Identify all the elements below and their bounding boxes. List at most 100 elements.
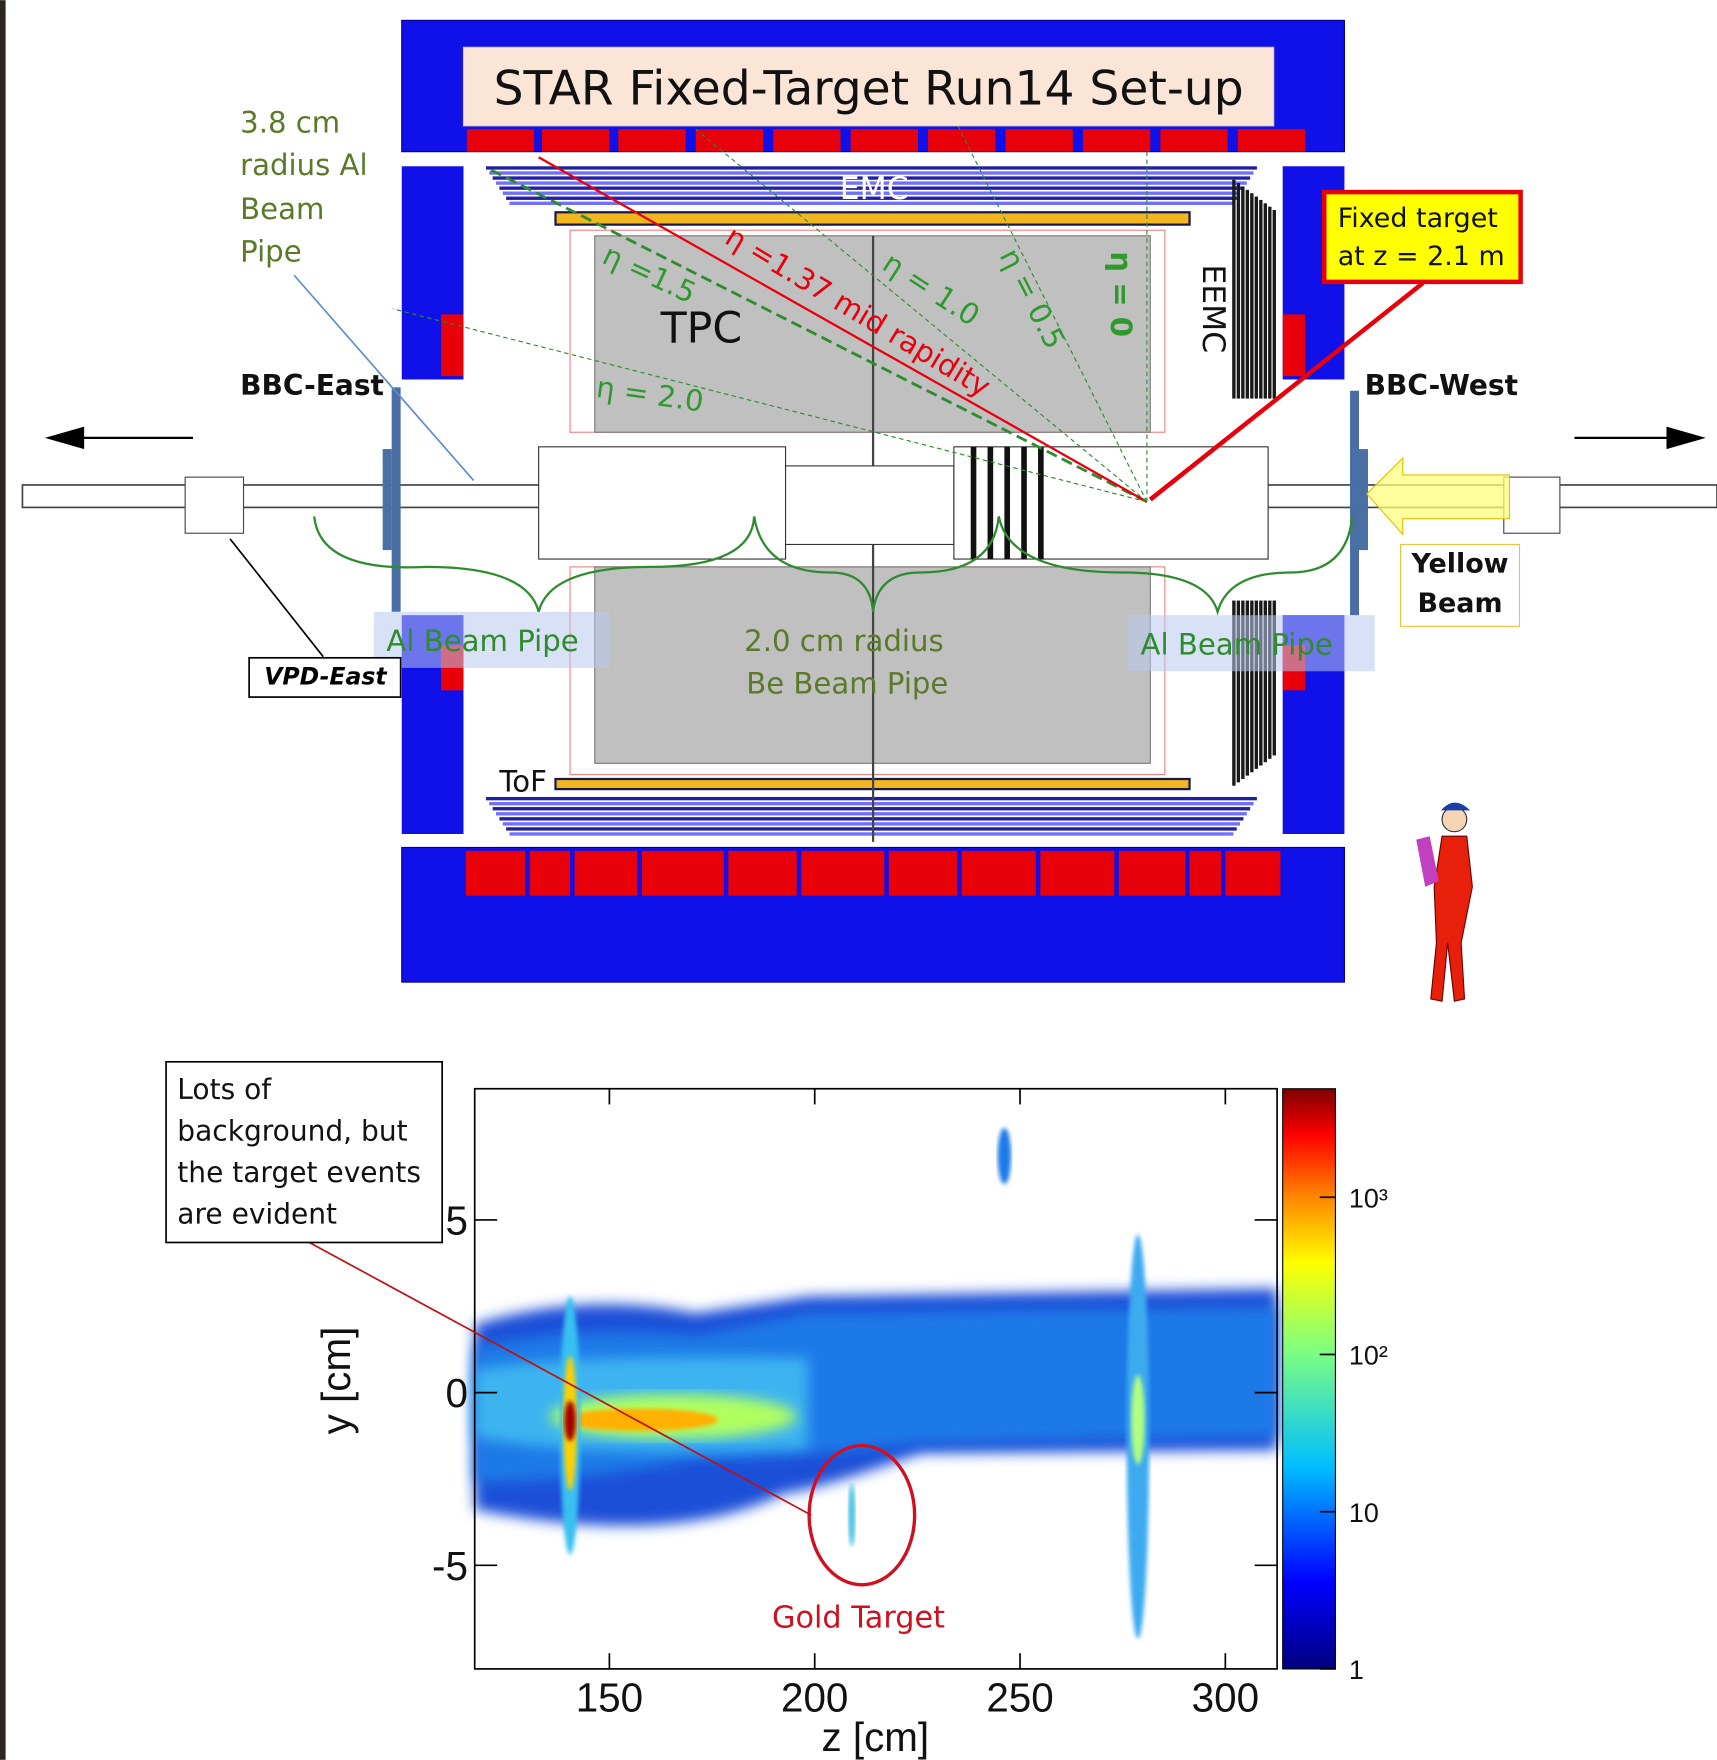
pole-tip [801,851,884,896]
annotation: background, but [177,1114,407,1147]
y-axis-label: y [cm] [313,1327,359,1435]
pole-tip [928,129,995,151]
eemc-layer [1255,197,1258,399]
leader-line [230,539,323,657]
bbc-label: BBC-East [240,369,384,402]
pipe-drawing [954,447,1268,559]
eemc-layer [1268,207,1271,399]
pole-tip [466,851,525,896]
emc-bottom [486,797,1257,836]
pole-tip [1083,129,1150,151]
pole-tip [1190,851,1221,896]
yellow-beam-arrow [1367,458,1510,534]
pole-tip [696,129,763,151]
pole-tip [618,129,685,151]
yellow-beam-label: Yellow [1410,549,1508,580]
eemc-layer [1264,203,1267,398]
callout-text: Pipe [240,235,302,269]
emc-layer [486,797,1257,800]
pipe-label: Al Beam Pipe [1141,627,1333,661]
x-tick-label: 200 [781,1675,848,1721]
eta-label: η = 0 [1104,251,1138,337]
plot: Gold Target Lots of background, but the … [166,1062,1335,1760]
callout-text: radius Al [240,148,367,182]
pole-tip [773,129,840,151]
pole-tip [1238,129,1305,151]
pipe-label: 2.0 cm radius [744,624,943,658]
flange [1021,447,1027,559]
tof-bar [556,212,1190,224]
callout-text: Beam [240,192,324,226]
emc-layer [493,807,1251,810]
colorbar [1283,1089,1336,1669]
colorbar-tick-label: 10² [1349,1341,1388,1371]
pad [1283,314,1305,376]
emc-layer [509,832,1233,835]
x-tick-label: 150 [576,1675,643,1721]
pole-tip [1040,851,1114,896]
emc-layer [503,822,1240,825]
pipe-label: Al Beam Pipe [386,624,578,658]
pole-tip [530,851,570,896]
tpc-label: TPC [660,303,743,353]
pole-tip [467,129,534,151]
pole-tip [642,851,724,896]
emc-layer [489,802,1253,805]
pole-tip-bottom [466,851,1281,896]
pole-tip [1006,129,1073,151]
pole-tip-top [467,129,1305,151]
emc-layer [486,166,1257,169]
target-label: Gold Target [772,1600,945,1635]
pole-tip [889,851,957,896]
colorbar-tick-label: 10 [1349,1498,1379,1528]
edge [0,0,6,1760]
eemc-layer [1259,200,1262,399]
pipe-label: Be Beam Pipe [746,667,948,701]
pole-tip [575,851,638,896]
title: STAR Fixed-Target Run14 Set-up [494,62,1244,117]
callout-text: Fixed target [1338,203,1498,234]
bbc-label: BBC-West [1365,369,1518,402]
emc-layer [506,827,1237,830]
pole-tip [728,851,796,896]
pole-tip [542,129,609,151]
eemc-layer [1232,180,1235,399]
eemc-label: EEMC [1195,264,1231,353]
y-tick-label: 0 [445,1370,467,1416]
vpd-label: VPD-East [264,663,387,691]
pipe-drawing [786,466,954,545]
flange [971,447,977,559]
callout-text: at z = 2.1 m [1338,241,1505,272]
annotation: the target events [177,1156,421,1189]
bbc-west [1350,391,1359,615]
vpd-east-box [185,477,243,533]
page: STAR Fixed-Target Run14 Set-up Fixed tar… [0,0,1717,1760]
emc-layer [496,812,1247,815]
vpd-west-box [1504,477,1560,533]
eemc-layer [1273,210,1276,399]
tof-label: ToF [498,764,546,798]
x-axis-label: z [cm] [821,1714,929,1760]
bbc-east [383,449,392,550]
pole-tip [1160,129,1227,151]
x-tick-label: 250 [986,1675,1053,1721]
pole-tip [1119,851,1185,896]
annotation: are evident [177,1197,337,1230]
yellow-beam-label: Beam [1418,588,1503,619]
eemc-layer [1250,193,1253,398]
detector-diagram: STAR Fixed-Target Run14 Set-up Fixed tar… [22,20,1717,1001]
pole-tip [1225,851,1280,896]
pole-tip [851,129,918,151]
x-tick-label: 300 [1192,1675,1259,1721]
bbc-east [392,387,401,611]
colorbar-tick-label: 1 [1349,1655,1364,1685]
y-tick-label: -5 [432,1543,468,1589]
emc-layer [499,817,1243,820]
y-tick-label: 5 [445,1198,467,1244]
callout-text: 3.8 cm [240,106,340,140]
flange [1038,447,1044,559]
arrow-head [45,427,84,449]
bbc-west [1359,449,1368,550]
pipe-drawing [539,447,786,559]
colorbar-tick-label: 10³ [1349,1183,1388,1213]
